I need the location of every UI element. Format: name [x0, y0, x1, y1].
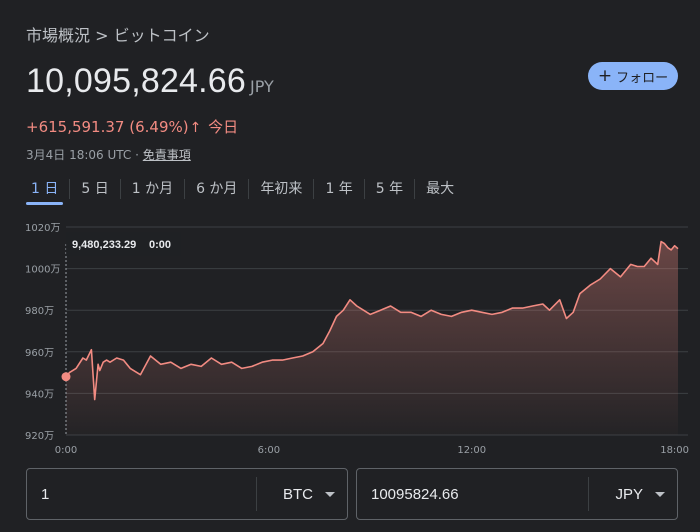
tab-5[interactable]: 1 年 [325, 181, 353, 197]
tab-divider [119, 179, 121, 199]
range-tabs: 1 日 5 日 1 か月 6 か月 年初来 1 年 5 年 最大 [20, 176, 465, 205]
follow-label: フォロー [616, 70, 669, 86]
caret-down-icon [325, 491, 335, 497]
y-axis-labels: 1020万 1000万 980万 960万 940万 920万 [25, 223, 60, 442]
x-tick-label: 0:00 [55, 445, 77, 456]
x-tick-label: 12:00 [457, 445, 486, 456]
tab-0[interactable]: 1 日 [20, 178, 69, 205]
change-amount: +615,591.37 [26, 118, 125, 136]
y-tick-label: 980万 [25, 306, 54, 317]
arrow-up-icon: ↑ [189, 120, 202, 136]
breadcrumb[interactable]: 市場概況 > ビットコイン [26, 26, 210, 45]
tab-4[interactable]: 年初来 [260, 181, 303, 197]
tab-divider [69, 179, 71, 199]
tab-divider [363, 179, 365, 199]
price-display: 10,095,824.66 JPY [26, 62, 274, 101]
price-currency: JPY [250, 77, 274, 96]
price-value: 10,095,824.66 [26, 62, 247, 100]
y-tick-label: 920万 [25, 431, 54, 442]
x-tick-label: 18:00 [660, 445, 689, 456]
converter-from[interactable]: 1 BTC [26, 468, 348, 520]
tooltip-value: 9,480,233.29 [72, 239, 136, 251]
y-tick-label: 1020万 [25, 223, 60, 234]
tab-6[interactable]: 5 年 [375, 181, 404, 197]
divider [588, 477, 590, 511]
x-axis-labels: 0:00 6:00 12:00 18:00 [55, 445, 689, 456]
y-tick-label: 940万 [25, 389, 54, 400]
from-unit-select[interactable]: BTC [257, 486, 347, 503]
change-period: 今日 [208, 118, 239, 136]
price-marker [61, 372, 71, 382]
follow-button[interactable]: + フォロー [588, 62, 678, 90]
price-area [66, 241, 678, 435]
tab-3[interactable]: 6 か月 [196, 181, 238, 197]
price-chart[interactable]: 1020万 1000万 980万 960万 940万 920万 0:00 6:00 12:00… [0, 210, 700, 460]
y-tick-label: 960万 [25, 348, 54, 359]
change-percent: (6.49%) [129, 118, 189, 136]
tab-divider [248, 179, 250, 199]
plus-icon: + [597, 65, 613, 86]
tab-1[interactable]: 5 日 [81, 181, 109, 197]
tab-divider [313, 179, 315, 199]
tab-2[interactable]: 1 か月 [131, 181, 174, 197]
tab-divider [184, 179, 186, 199]
from-amount-input[interactable]: 1 [41, 485, 50, 503]
separator: · [135, 148, 139, 162]
timestamp-row: 3月4日 18:06 UTC · 免責事項 [26, 146, 191, 163]
to-unit-select[interactable]: JPY [589, 486, 677, 503]
tab-divider [414, 179, 416, 199]
divider [256, 477, 257, 511]
to-amount-input[interactable]: 10095824.66 [371, 485, 459, 503]
converter-to[interactable]: 10095824.66 JPY [356, 468, 678, 520]
tooltip-time: 0:00 [149, 239, 171, 251]
x-tick-label: 6:00 [258, 445, 280, 456]
y-tick-label: 1000万 [25, 265, 60, 276]
disclaimer-link[interactable]: 免責事項 [142, 148, 191, 162]
timestamp: 3月4日 18:06 UTC [26, 148, 132, 162]
from-unit-label: BTC [283, 485, 313, 503]
to-unit-label: JPY [615, 485, 643, 503]
chart-tooltip: 9,480,233.29 0:00 [66, 232, 181, 256]
price-line [65, 240, 679, 401]
price-change: +615,591.37 (6.49%)↑ 今日 [26, 116, 238, 137]
caret-down-icon [655, 491, 665, 497]
tab-7[interactable]: 最大 [426, 181, 455, 197]
